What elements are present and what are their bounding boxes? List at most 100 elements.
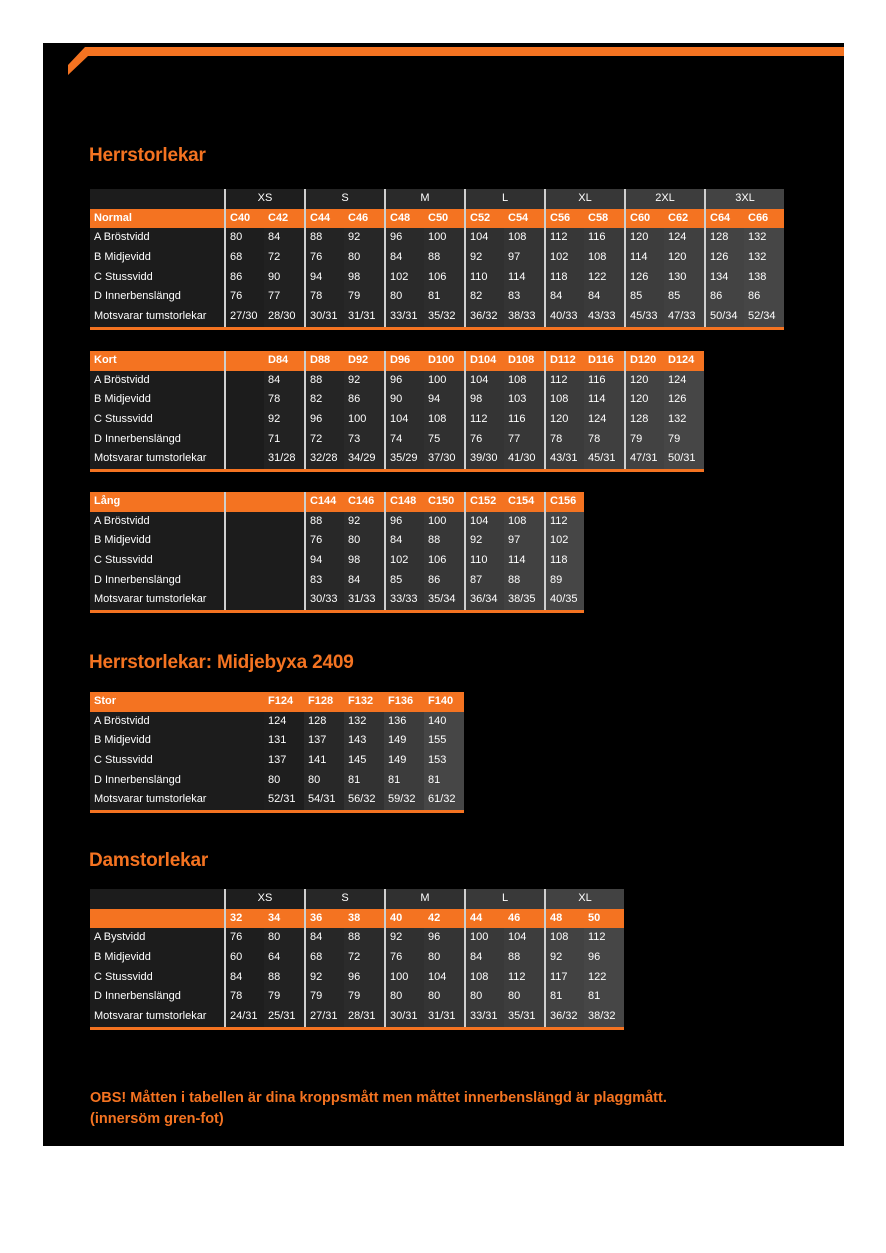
table-cell: 81 xyxy=(424,287,464,308)
header-blank-cell xyxy=(90,889,224,909)
table-cell: 102 xyxy=(384,551,424,571)
waist-trousers-title: Herrstorlekar: Midjebyxa 2409 xyxy=(89,652,354,673)
table-cell: 128 xyxy=(304,711,344,732)
table-row: D Innerbenslängd 80 80 81 81 81 xyxy=(90,770,464,791)
table-cell: 86 xyxy=(224,267,264,288)
size-code: C144 xyxy=(304,492,344,512)
size-code: 36 xyxy=(304,908,344,929)
table-cell: 96 xyxy=(384,370,424,391)
table-cell: 73 xyxy=(344,429,384,450)
blank-cell xyxy=(224,390,264,411)
table-cell: 56/32 xyxy=(344,790,384,811)
blank-cell xyxy=(264,570,304,591)
table-cell: 88 xyxy=(504,570,544,591)
size-code: C64 xyxy=(704,208,744,229)
table-cell: 28/30 xyxy=(264,307,304,327)
table-cell: 122 xyxy=(584,967,624,988)
table-cell: 80 xyxy=(304,770,344,791)
table-cell: 120 xyxy=(664,248,704,268)
table-row: A Bystvidd 76 80 84 88 92 96 100 104 108 112 xyxy=(90,928,624,949)
table-cell: 132 xyxy=(744,248,784,268)
table-cell: 92 xyxy=(384,928,424,949)
table-cell: 45/31 xyxy=(584,449,624,470)
table-cell: 35/29 xyxy=(384,449,424,470)
table-cell: 92 xyxy=(344,511,384,532)
size-code: F140 xyxy=(424,692,464,712)
table-cell: 90 xyxy=(264,267,304,288)
table-cell: 81 xyxy=(544,987,584,1008)
table-cell: 132 xyxy=(664,410,704,430)
men-normal-size-table: XS S M L XL 2XL 3XL Normal C40 C42 C44 C46 C48 C50 C52… xyxy=(90,189,784,330)
table-cell: 92 xyxy=(264,410,304,430)
table-cell: 108 xyxy=(424,410,464,430)
table-cell: 59/32 xyxy=(384,790,424,811)
table-row: B Midjevidd 131 137 143 149 155 xyxy=(90,731,464,752)
blank-cell xyxy=(224,531,264,552)
header-blank-cell xyxy=(90,189,224,209)
row-label: Motsvarar tumstorlekar xyxy=(90,307,224,327)
waist-trousers-size-table: Stor F124 F128 F132 F136 F140 A Bröstvidd 124 12… xyxy=(90,692,464,814)
table-cell: 33/33 xyxy=(384,590,424,611)
table-bottom-rule xyxy=(90,326,784,330)
table-cell: 50/34 xyxy=(704,307,744,327)
men-long-size-table: Lång C144 C146 C148 C150 C152 C154 C156 A Bröstv… xyxy=(90,492,584,614)
blank-cell xyxy=(224,511,264,532)
table-cell: 80 xyxy=(384,287,424,308)
table-cell: 128 xyxy=(704,228,744,249)
note-text: OBS! Måtten i tabellen är dina kroppsmåt… xyxy=(90,1088,667,1130)
table-cell: 102 xyxy=(384,267,424,288)
table-bottom-rule xyxy=(90,810,464,814)
table-cell: 112 xyxy=(544,370,584,391)
table-row: B Midjevidd 78 82 86 90 94 98 103 108 114 120 126 xyxy=(90,390,704,411)
row-label: B Midjevidd xyxy=(90,531,224,552)
table-cell: 82 xyxy=(304,390,344,411)
table-cell: 104 xyxy=(504,928,544,949)
table-cell: 89 xyxy=(544,570,584,591)
size-code: C44 xyxy=(304,208,344,229)
table-cell: 114 xyxy=(624,248,664,268)
row-label: C Stussvidd xyxy=(90,551,224,571)
table-cell: 27/31 xyxy=(304,1007,344,1027)
table-cell: 108 xyxy=(544,928,584,949)
row-label: D Innerbenslängd xyxy=(90,770,264,791)
table-cell: 136 xyxy=(384,711,424,732)
table-cell: 85 xyxy=(384,570,424,591)
table-cell: 80 xyxy=(264,928,304,949)
table-cell: 84 xyxy=(584,287,624,308)
size-code: 48 xyxy=(544,908,584,929)
table-cell: 114 xyxy=(584,390,624,411)
table-cell: 108 xyxy=(504,511,544,532)
blank-cell xyxy=(224,410,264,430)
table-cell: 34/29 xyxy=(344,449,384,470)
table-row: C Stussvidd 94 98 102 106 110 114 118 xyxy=(90,551,584,571)
table-row: D Innerbenslängd 76 77 78 79 80 81 82 83 84 84 85 85… xyxy=(90,287,784,308)
table-cell: 120 xyxy=(624,228,664,249)
size-code: C58 xyxy=(584,208,624,229)
table-cell: 134 xyxy=(704,267,744,288)
table-cell: 72 xyxy=(344,948,384,968)
size-code: C50 xyxy=(424,208,464,229)
table-cell: 86 xyxy=(704,287,744,308)
size-code: D104 xyxy=(464,351,504,371)
table-cell: 143 xyxy=(344,731,384,752)
table-cell: 84 xyxy=(264,370,304,391)
table-cell: 52/34 xyxy=(744,307,784,327)
table-cell: 50/31 xyxy=(664,449,704,470)
table-cell: 100 xyxy=(384,967,424,988)
size-code: 42 xyxy=(424,908,464,929)
table-cell: 104 xyxy=(464,511,504,532)
table-cell: 104 xyxy=(424,967,464,988)
table-cell: 24/31 xyxy=(224,1007,264,1027)
table-cell: 92 xyxy=(464,531,504,552)
table-cell: 104 xyxy=(464,228,504,249)
table-cell: 43/31 xyxy=(544,449,584,470)
size-code: C150 xyxy=(424,492,464,512)
blank-cell xyxy=(264,511,304,532)
table-cell: 98 xyxy=(344,551,384,571)
table-cell: 27/30 xyxy=(224,307,264,327)
row-label: B Midjevidd xyxy=(90,948,224,968)
size-group-label: 3XL xyxy=(704,189,784,209)
table-row: A Bröstvidd 88 92 96 100 104 108 112 xyxy=(90,511,584,532)
size-code: D120 xyxy=(624,351,664,371)
table-cell: 94 xyxy=(424,390,464,411)
